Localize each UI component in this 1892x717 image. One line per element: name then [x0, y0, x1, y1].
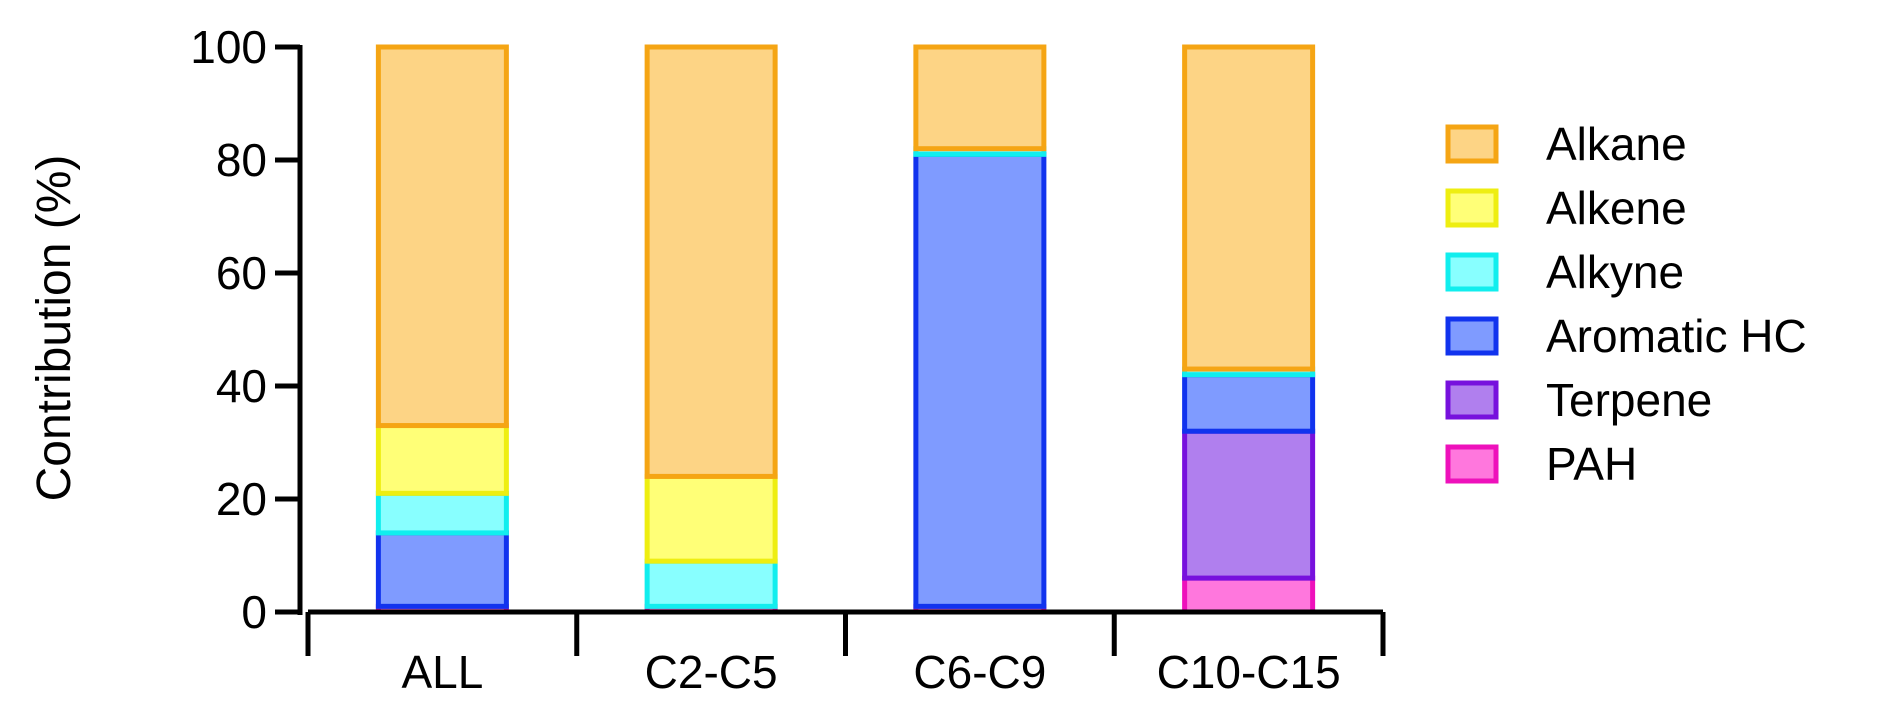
y-tick-label-0: 0: [241, 586, 267, 638]
bar-segment-c2-c5-alkene: [644, 473, 778, 564]
bar-segment-c10-c15-aromatic-hc: [1182, 372, 1316, 434]
y-tick-label-60: 60: [216, 247, 267, 299]
legend-swatch-alkane: [1445, 124, 1499, 164]
legend-label-terpene: Terpene: [1546, 374, 1712, 426]
bar-segment-c2-c5-alkane: [644, 44, 778, 479]
legend-label-alkane: Alkane: [1546, 118, 1687, 170]
bar-segment-c6-c9-alkane: [913, 44, 1047, 152]
y-axis-title: Contribution (%): [28, 155, 81, 502]
bar-segment-c2-c5-alkyne: [644, 558, 778, 609]
legend-swatch-pah: [1445, 444, 1499, 484]
legend-label-aromatic-hc: Aromatic HC: [1546, 310, 1807, 362]
bar-segment-c10-c15-terpene: [1182, 428, 1316, 581]
axes-group: ALL C2-C5 C6-C9 C10-C15 0 20 40 60 80 100: [190, 21, 1386, 698]
x-tick-label-c6-c9: C6-C9: [913, 646, 1046, 698]
y-tick-label-20: 20: [216, 473, 267, 525]
x-tick-label-all: ALL: [401, 646, 483, 698]
bars-group: [375, 44, 1316, 615]
y-tick-label-80: 80: [216, 134, 267, 186]
legend-swatch-terpene: [1445, 380, 1499, 420]
legend: Alkane Alkene Alkyne Aromatic HC Terpene PAH: [1445, 118, 1807, 490]
y-tick-label-100: 100: [190, 21, 267, 73]
bar-segment-c6-c9-aromatic-hc: [913, 151, 1047, 609]
bar-segment-c10-c15-pah: [1182, 575, 1316, 615]
x-tick-label-c2-c5: C2-C5: [645, 646, 778, 698]
bar-segment-c10-c15-alkane: [1182, 44, 1316, 372]
x-tick-label-c10-c15: C10-C15: [1157, 646, 1341, 698]
legend-label-alkyne: Alkyne: [1546, 246, 1684, 298]
legend-label-pah: PAH: [1546, 438, 1637, 490]
y-tick-label-40: 40: [216, 360, 267, 412]
bar-segment-all-alkane: [375, 44, 509, 429]
legend-swatch-aromatic-hc: [1445, 316, 1499, 356]
legend-swatch-alkene: [1445, 188, 1499, 228]
bar-segment-all-alkene: [375, 423, 509, 496]
legend-swatch-alkyne: [1445, 252, 1499, 292]
bar-segment-all-alkyne: [375, 490, 509, 536]
legend-label-alkene: Alkene: [1546, 182, 1687, 234]
bar-segment-all-aromatic-hc: [375, 530, 509, 609]
